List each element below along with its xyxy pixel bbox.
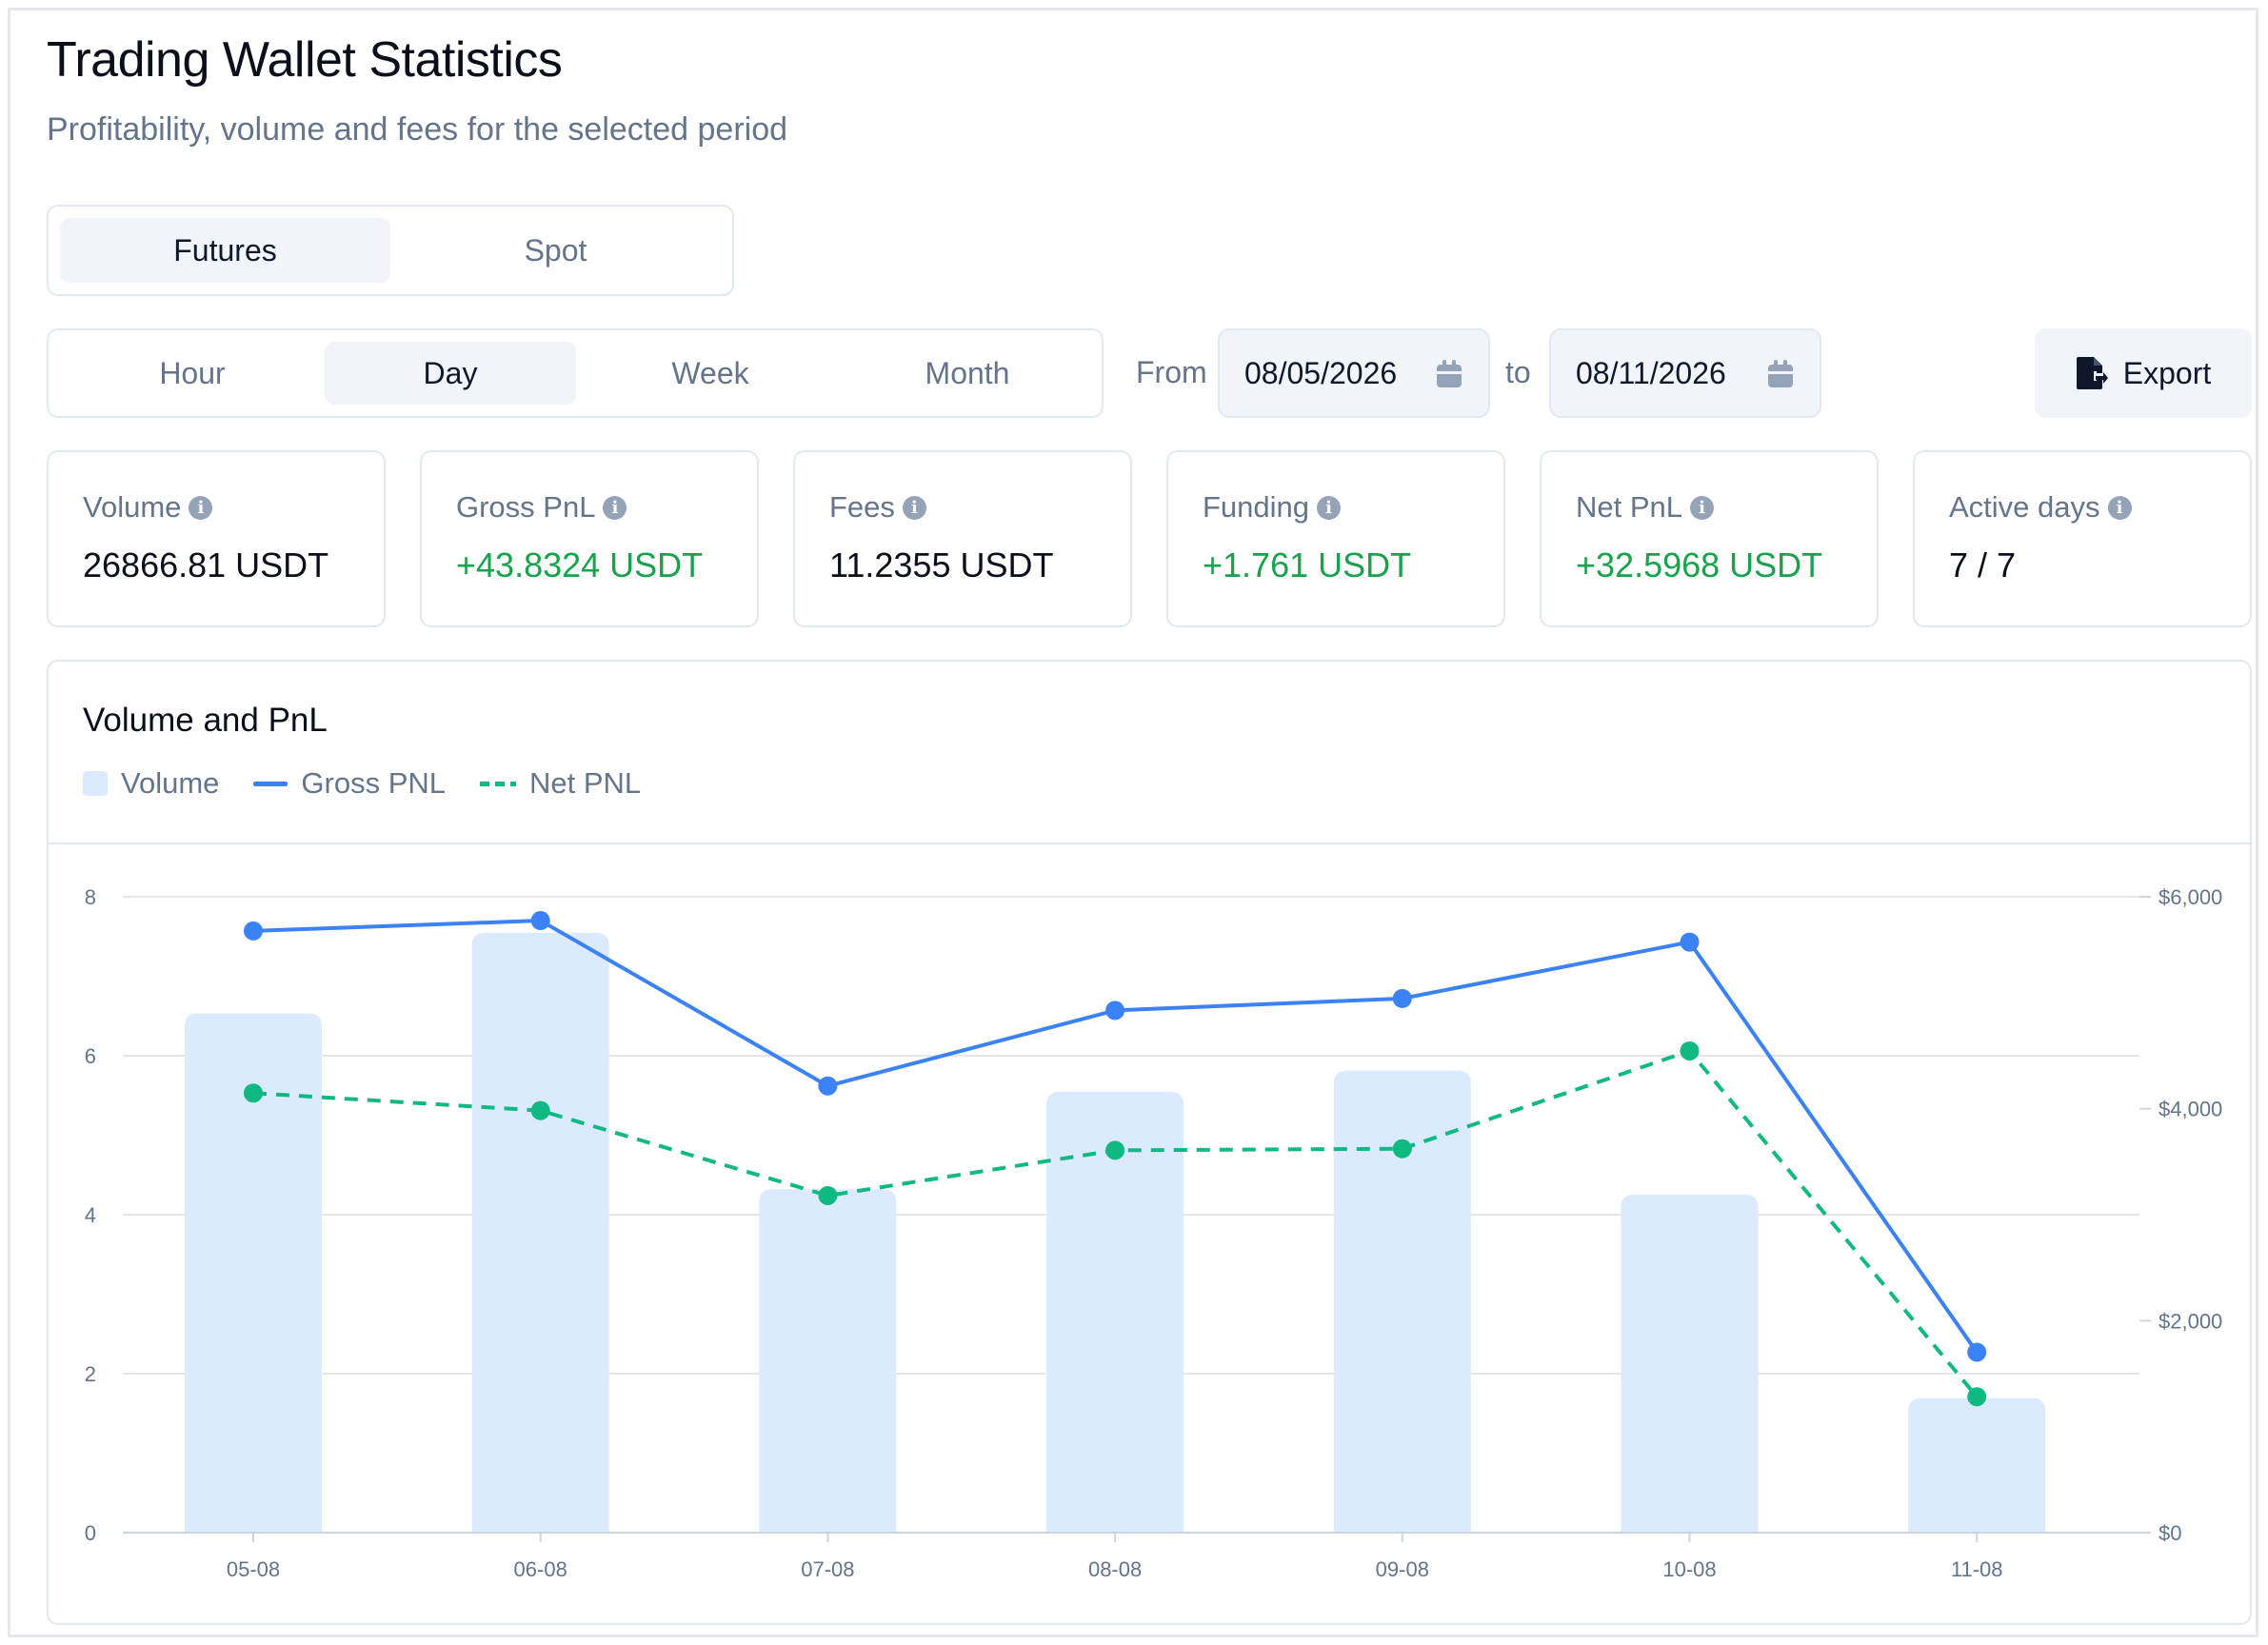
stat-card-gross-pnl: Gross PnL i +43.8324 USDT <box>420 450 759 627</box>
right-axis-tick: $0 <box>2159 1521 2181 1545</box>
info-icon[interactable]: i <box>1690 495 1715 520</box>
left-axis-tick: 6 <box>85 1044 96 1068</box>
net-pnl-point <box>1105 1140 1125 1160</box>
x-axis-tick: 06-08 <box>514 1557 567 1581</box>
legend-swatch <box>253 781 288 786</box>
tab-month[interactable]: Month <box>925 355 1010 390</box>
legend-swatch <box>480 781 517 786</box>
stat-card-active-days: Active days i 7 / 7 <box>1913 450 2252 627</box>
info-icon[interactable]: i <box>189 495 213 520</box>
gross-pnl-point <box>530 911 550 931</box>
export-button[interactable]: Export <box>2035 328 2252 418</box>
chart-title: Volume and PnL <box>83 702 328 739</box>
legend-label: Gross PNL <box>301 766 447 800</box>
gross-pnl-point <box>1105 1001 1125 1021</box>
tab-week[interactable]: Week <box>671 355 749 390</box>
legend-label: Volume <box>121 766 220 800</box>
legend-item-gross-pnl[interactable]: Gross PNL <box>253 766 446 801</box>
tab-spot[interactable]: Spot <box>524 232 587 268</box>
net-pnl-point <box>1392 1139 1412 1159</box>
right-axis-tick: $6,000 <box>2159 885 2222 909</box>
to-date-value: 08/11/2026 <box>1576 355 1726 390</box>
stat-label: Volume <box>83 490 182 524</box>
net-pnl-point <box>1967 1387 1987 1407</box>
gross-pnl-point <box>244 921 263 941</box>
left-axis-tick: 4 <box>85 1203 96 1227</box>
stat-value: 26866.81 USDT <box>83 545 329 585</box>
gross-pnl-point <box>1680 932 1700 952</box>
gross-pnl-point <box>1392 988 1412 1008</box>
volume-bar <box>1046 1091 1184 1533</box>
legend-item-net-pnl[interactable]: Net PNL <box>480 766 641 801</box>
to-date-input[interactable]: 08/11/2026 <box>1549 328 1821 418</box>
stat-value: 7 / 7 <box>1949 545 2017 585</box>
x-axis-tick: 10-08 <box>1662 1557 1716 1581</box>
period-selector: Hour Day Week Month <box>47 328 1104 418</box>
volume-pnl-chart: 0 2 4 6 8 $0 $2,000 $4,000 $6,000 05-08 06-08 07-08… <box>85 885 2223 1581</box>
volume-bar <box>185 1013 322 1533</box>
stat-value: 11.2355 USDT <box>829 545 1054 585</box>
from-label: From <box>1136 355 1207 389</box>
calendar-icon[interactable] <box>1766 359 1795 387</box>
stat-value: +32.5968 USDT <box>1576 545 1823 585</box>
info-icon[interactable]: i <box>1317 495 1342 520</box>
net-pnl-point <box>1680 1041 1700 1060</box>
volume-bar <box>1908 1397 2046 1533</box>
legend-label: Net PNL <box>529 766 642 800</box>
tab-day[interactable]: Day <box>325 342 576 405</box>
x-axis-tick: 09-08 <box>1376 1557 1429 1581</box>
stat-label: Funding <box>1203 490 1310 524</box>
to-label: to <box>1505 355 1531 389</box>
net-pnl-point <box>818 1185 838 1205</box>
info-icon[interactable]: i <box>603 495 627 520</box>
x-axis-tick: 05-08 <box>227 1557 280 1581</box>
stat-label: Fees <box>829 490 895 524</box>
gross-pnl-point <box>818 1076 838 1096</box>
from-date-input[interactable]: 08/05/2026 <box>1218 328 1490 418</box>
info-icon[interactable]: i <box>2107 495 2132 520</box>
market-selector: Futures Spot <box>47 205 734 296</box>
calendar-icon[interactable] <box>1435 359 1463 387</box>
from-date-value: 08/05/2026 <box>1244 355 1398 390</box>
left-axis-tick: 2 <box>85 1362 96 1386</box>
legend-swatch <box>83 771 108 796</box>
legend-item-volume[interactable]: Volume <box>83 766 219 801</box>
page-title: Trading Wallet Statistics <box>47 32 563 88</box>
x-axis-tick: 11-08 <box>1951 1557 2003 1581</box>
net-pnl-point <box>530 1100 550 1120</box>
stat-card-funding: Funding i +1.761 USDT <box>1166 450 1505 627</box>
left-axis-tick: 8 <box>85 885 96 909</box>
tab-futures[interactable]: Futures <box>60 218 390 283</box>
info-icon[interactable]: i <box>902 495 926 520</box>
stat-label: Gross PnL <box>456 490 596 524</box>
right-axis-tick: $4,000 <box>2159 1098 2222 1121</box>
volume-bar <box>471 932 609 1533</box>
chart-legend: Volume Gross PNL Net PNL <box>83 766 641 801</box>
left-axis-tick: 0 <box>85 1521 96 1545</box>
volume-bar <box>759 1189 897 1533</box>
window-frame: Trading Wallet Statistics Profitability,… <box>8 8 2258 1637</box>
stat-label: Active days <box>1949 490 2100 524</box>
chart-divider <box>49 842 2250 844</box>
net-pnl-point <box>244 1083 263 1103</box>
export-label: Export <box>2122 355 2212 390</box>
volume-bar <box>1621 1194 1759 1533</box>
stat-card-net-pnl: Net PnL i +32.5968 USDT <box>1540 450 1879 627</box>
x-axis-tick: 08-08 <box>1088 1557 1142 1581</box>
file-export-icon <box>2076 357 2108 389</box>
gross-pnl-point <box>1967 1342 1987 1362</box>
stat-card-fees: Fees i 11.2355 USDT <box>793 450 1132 627</box>
x-axis-tick: 07-08 <box>801 1557 854 1581</box>
stat-label: Net PnL <box>1576 490 1683 524</box>
chart-panel: Volume and PnL Volume Gross PNL Net PNL … <box>47 660 2252 1625</box>
stat-card-volume: Volume i 26866.81 USDT <box>47 450 386 627</box>
stat-value: +43.8324 USDT <box>456 545 704 585</box>
page-subtitle: Profitability, volume and fees for the s… <box>47 111 788 148</box>
stat-value: +1.761 USDT <box>1203 545 1412 585</box>
right-axis-tick: $2,000 <box>2159 1309 2222 1333</box>
volume-bar <box>1333 1070 1471 1533</box>
tab-hour[interactable]: Hour <box>159 355 226 390</box>
